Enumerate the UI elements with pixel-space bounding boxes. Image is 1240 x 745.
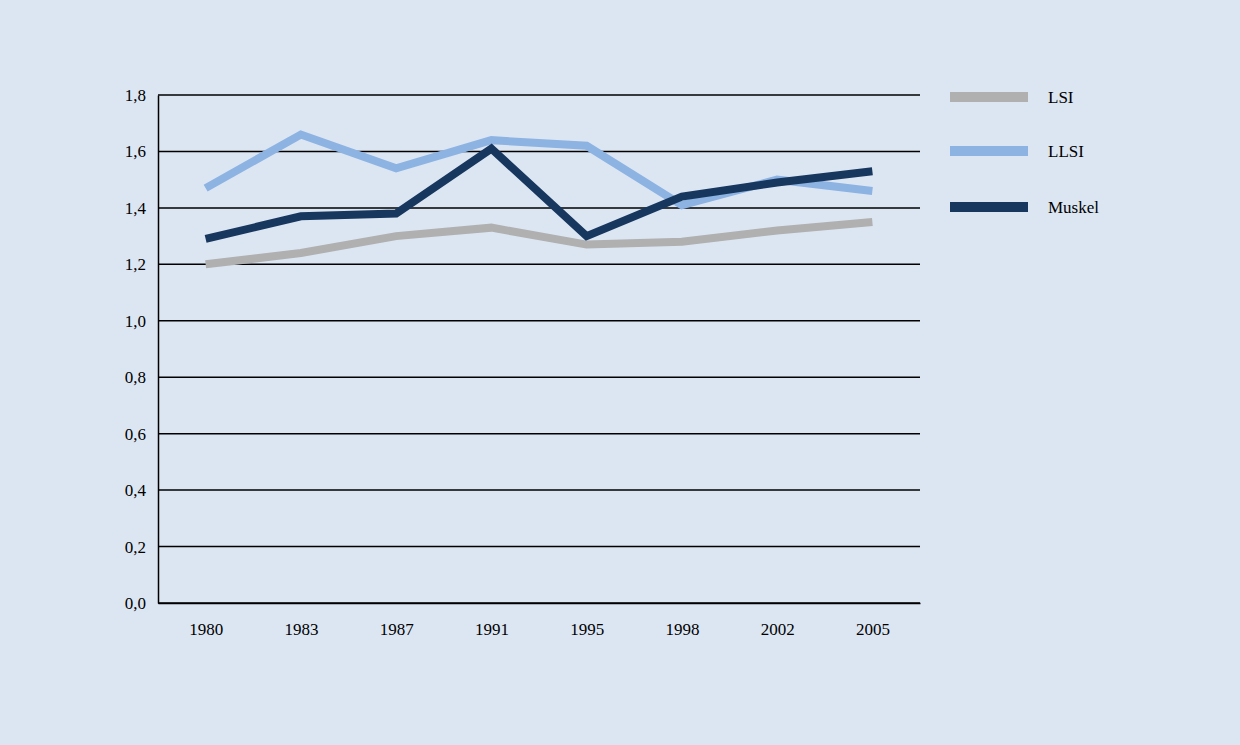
grid-line — [158, 433, 920, 435]
y-tick: 0,0 — [125, 594, 158, 613]
y-tick: 0,6 — [125, 425, 158, 444]
legend-swatch — [950, 146, 1028, 156]
series-line — [206, 222, 873, 264]
y-axis-line — [158, 96, 160, 604]
y-tick-label: 1,8 — [125, 86, 146, 105]
chart: 0,00,20,40,60,81,01,21,41,61,81980198319… — [0, 0, 1240, 745]
y-tick-label: 0,4 — [125, 481, 147, 500]
x-tick: 1980 — [189, 603, 223, 639]
x-axis: 1980 1983 1987 1991 1995 1998 2002 2005 — [159, 603, 921, 639]
x-tick: 1998 — [665, 603, 699, 639]
grid-line — [158, 94, 920, 96]
x-tick: 1995 — [570, 603, 604, 639]
grid-line — [158, 320, 920, 322]
legend: LSI LLSI Muskel — [950, 88, 1099, 217]
legend-label: LLSI — [1048, 142, 1084, 161]
grid-line — [158, 546, 920, 548]
background — [0, 0, 1240, 745]
grid-line — [158, 489, 920, 491]
y-tick: 1,8 — [125, 86, 158, 105]
y-tick: 1,6 — [125, 142, 158, 161]
x-tick-label: 1983 — [284, 620, 318, 639]
y-tick-label: 1,4 — [125, 199, 147, 218]
y-tick: 0,2 — [125, 537, 158, 556]
x-tick-label: 1980 — [189, 620, 223, 639]
x-tick: 1987 — [380, 603, 415, 639]
lines — [206, 135, 873, 265]
grid-line — [158, 264, 920, 266]
grid — [158, 95, 920, 603]
x-tick-label: 1987 — [380, 620, 415, 639]
y-tick-label: 0,2 — [125, 537, 146, 556]
legend-label: Muskel — [1048, 198, 1099, 217]
y-tick: 0,8 — [125, 368, 158, 387]
series-line — [206, 149, 873, 239]
y-tick-label: 0,0 — [125, 594, 146, 613]
y-tick-label: 1,0 — [125, 312, 146, 331]
y-tick: 1,0 — [125, 312, 158, 331]
x-tick-label: 1991 — [475, 620, 509, 639]
x-tick-label: 1995 — [570, 620, 604, 639]
grid-line — [158, 207, 920, 209]
y-axis: 0,0 0,2 0,4 0,6 0,8 1,0 1,2 1,4 1,6 1,8 — [125, 86, 159, 613]
x-tick: 2002 — [761, 603, 795, 639]
x-tick: 1983 — [284, 603, 318, 639]
y-tick: 0,4 — [125, 481, 158, 500]
y-tick-label: 0,8 — [125, 368, 146, 387]
x-tick: 1991 — [475, 603, 509, 639]
grid-line — [158, 602, 920, 604]
y-tick-label: 0,6 — [125, 425, 146, 444]
legend-swatch — [950, 202, 1028, 212]
x-tick-label: 2005 — [856, 620, 890, 639]
grid-line — [158, 376, 920, 378]
x-tick: 2005 — [856, 603, 890, 639]
y-tick: 1,4 — [125, 199, 158, 218]
legend-label: LSI — [1048, 88, 1074, 107]
x-tick-label: 1998 — [665, 620, 699, 639]
y-tick-label: 1,2 — [125, 255, 146, 274]
y-tick-label: 1,6 — [125, 142, 146, 161]
x-axis-line — [159, 603, 921, 605]
y-tick: 1,2 — [125, 255, 158, 274]
legend-swatch — [950, 92, 1028, 102]
x-tick-label: 2002 — [761, 620, 795, 639]
